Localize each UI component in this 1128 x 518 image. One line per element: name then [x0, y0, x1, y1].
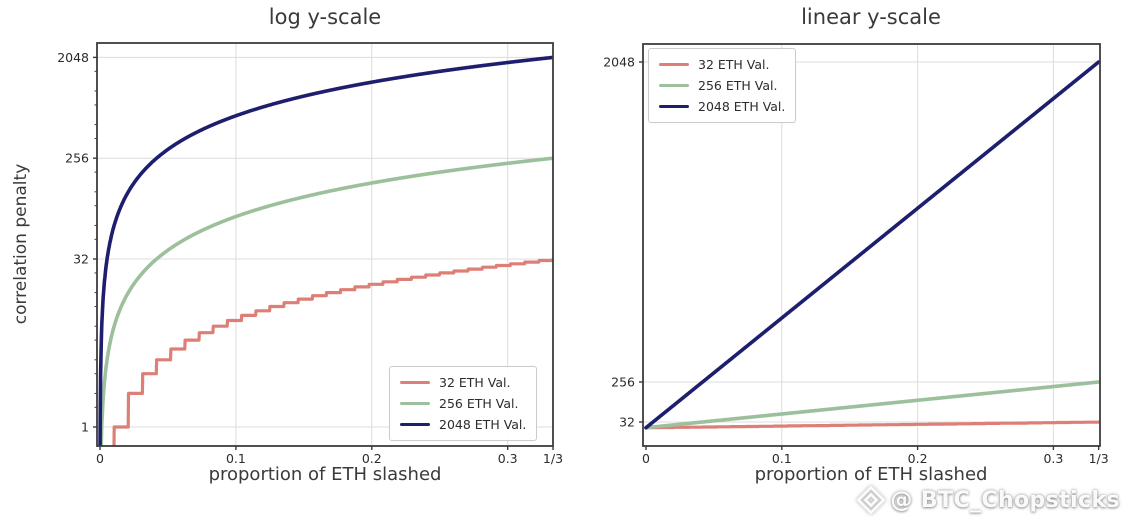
- series-curve-2048-eth: [644, 60, 1100, 430]
- legend-swatch: [659, 104, 689, 109]
- x-tick-label: 0: [96, 451, 104, 466]
- legend-item: 256 ETH Val.: [659, 78, 785, 93]
- watermark: @ BTC_Chopsticks: [855, 484, 1120, 516]
- series-curve-256-eth: [99, 156, 553, 446]
- x-tick-label: 0.1: [772, 451, 792, 466]
- y-tick-label: 32: [619, 414, 635, 429]
- y-tick-label: 256: [611, 374, 635, 389]
- chart-title-log: log y-scale: [268, 5, 382, 29]
- series-curve-2048-eth: [98, 55, 553, 446]
- legend-item: 256 ETH Val.: [400, 396, 526, 411]
- legend-item: 32 ETH Val.: [659, 57, 785, 72]
- plot-border: [642, 43, 1101, 447]
- plot-border: [96, 42, 554, 447]
- y-axis-label-correlation-penalty: correlation penalty: [11, 163, 31, 325]
- legend-item: 32 ETH Val.: [400, 375, 526, 390]
- legend-label: 32 ETH Val.: [698, 57, 770, 72]
- y-tick-label: 2048: [57, 50, 89, 65]
- y-tick-label: 1: [81, 420, 89, 435]
- diamond-logo-icon: [857, 485, 886, 515]
- legend-swatch: [659, 62, 689, 67]
- legend-item: 2048 ETH Val.: [659, 99, 785, 114]
- x-tick-label: 0: [642, 451, 650, 466]
- legend-swatch: [400, 380, 430, 385]
- x-tick-label: 0.1: [226, 451, 246, 466]
- legend-linear-chart: 32 ETH Val. 256 ETH Val. 2048 ETH Val.: [648, 48, 797, 123]
- legend-label: 256 ETH Val.: [439, 396, 519, 411]
- series-curve-256-eth: [644, 380, 1100, 430]
- legend-log-chart: 32 ETH Val. 256 ETH Val. 2048 ETH Val.: [389, 366, 538, 441]
- legend-label: 2048 ETH Val.: [698, 99, 786, 114]
- x-tick-label: 1/3: [543, 451, 563, 466]
- y-tick-label: 2048: [603, 54, 635, 69]
- legend-swatch: [400, 422, 430, 427]
- y-tick-label: 256: [65, 151, 89, 166]
- x-axis-label-linear: proportion of ETH slashed: [754, 464, 988, 485]
- legend-label: 2048 ETH Val.: [439, 417, 527, 432]
- watermark-text: @ BTC_Chopsticks: [890, 487, 1120, 513]
- legend-label: 32 ETH Val.: [439, 375, 511, 390]
- chart-title-linear: linear y-scale: [801, 5, 941, 29]
- legend-label: 256 ETH Val.: [698, 78, 778, 93]
- legend-item: 2048 ETH Val.: [400, 417, 526, 432]
- x-tick-label: 0.3: [1043, 451, 1063, 466]
- x-tick-label: 0.2: [362, 451, 382, 466]
- y-tick-label: 32: [73, 252, 89, 267]
- series-curve-32-eth: [644, 420, 1100, 430]
- x-tick-label: 0.2: [908, 451, 928, 466]
- x-tick-label: 0.3: [498, 451, 518, 466]
- x-tick-label: 1/3: [1089, 451, 1109, 466]
- legend-swatch: [400, 401, 430, 406]
- legend-swatch: [659, 83, 689, 88]
- x-axis-label-log: proportion of ETH slashed: [208, 464, 442, 485]
- series-curve-32-eth: [112, 257, 553, 446]
